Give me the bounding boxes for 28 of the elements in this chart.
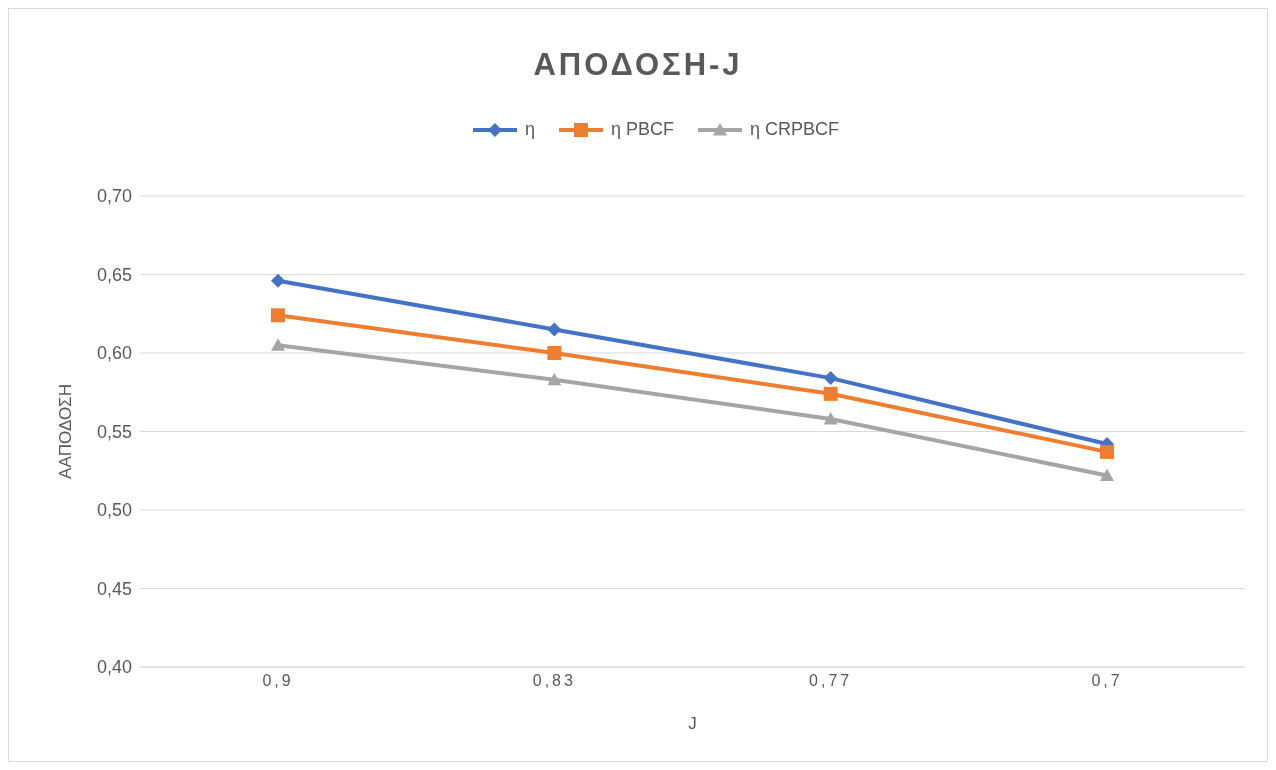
y-tick-label: 0,60 (96, 343, 132, 364)
x-tick-label: 0,83 (532, 672, 576, 690)
point (1100, 444, 1114, 459)
y-tick-label: 0,65 (96, 264, 132, 285)
y-tick-label: 0,55 (96, 421, 132, 442)
point (271, 338, 285, 351)
legend-label: η (524, 119, 535, 140)
point (547, 322, 562, 337)
legend-label: η CRPBCF (750, 119, 840, 140)
legend-label: η PBCF (610, 119, 675, 140)
x-tick-label: 0,77 (809, 672, 853, 690)
point (823, 411, 838, 425)
point (271, 308, 285, 323)
point (1100, 468, 1114, 482)
y-tick-label: 0,70 (96, 186, 132, 207)
y-tick-label: 0,40 (96, 657, 132, 678)
x-axis-title: J (688, 714, 697, 733)
chart-title: ΑΠΟΔΟΣΗ-J (532, 47, 744, 83)
point (823, 371, 838, 386)
y-tick-label: 0,45 (96, 578, 132, 599)
point (547, 372, 562, 386)
x-tick-label: 0,7 (1091, 672, 1123, 690)
point (547, 346, 562, 360)
point (271, 273, 285, 288)
y-tick-label: 0,50 (96, 500, 132, 521)
x-tick-label: 0,9 (262, 672, 294, 690)
point (823, 386, 838, 401)
y-axis-title: ΑΑΠΟΔΟΣΗ (56, 384, 76, 479)
